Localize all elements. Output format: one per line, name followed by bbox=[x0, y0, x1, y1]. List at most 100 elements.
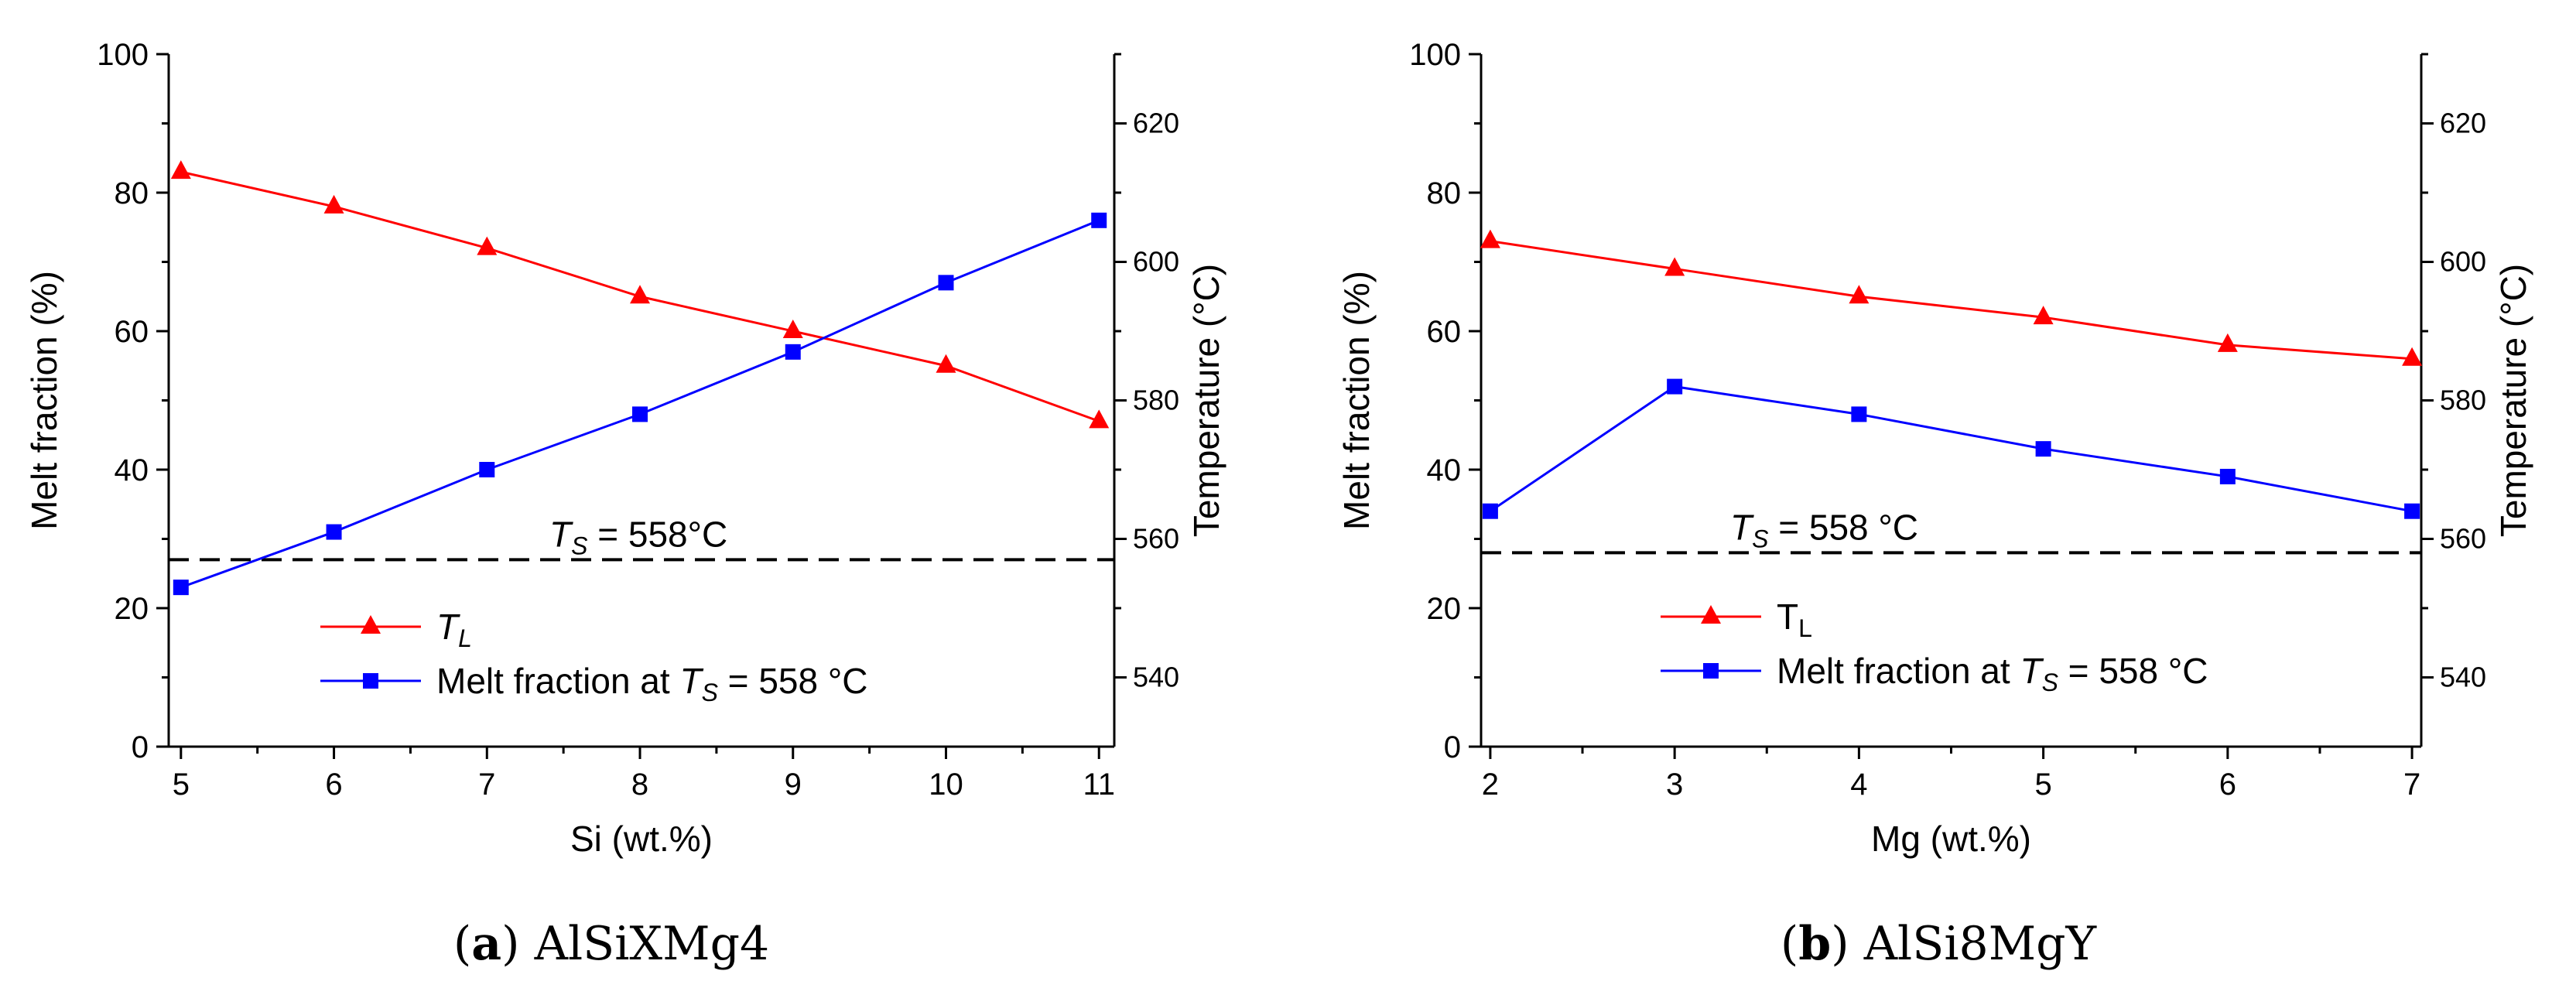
tl-point bbox=[630, 285, 651, 304]
chart-panel-b: 2 3 4 5 6 7 0 20 40 60 80 100 540 560 580 600 620 Mg (wt.… bbox=[1336, 38, 2533, 971]
y-left-tick-label: 20 bbox=[115, 592, 149, 626]
ts-annotation: TS = 558°C bbox=[549, 514, 727, 559]
caption-text: AlSi8MgY bbox=[1849, 917, 2098, 971]
y-left-tick-label: 20 bbox=[1427, 592, 1462, 626]
legend-melt-fraction-text: Melt fraction at TS = 558 °C bbox=[436, 661, 867, 706]
caption-paren-close: ) bbox=[501, 917, 519, 971]
melt-fraction-point bbox=[1667, 378, 1683, 395]
tl-point bbox=[477, 236, 498, 255]
tl-series-line bbox=[1490, 240, 2413, 361]
legend-tl-main: T bbox=[436, 607, 460, 647]
x-tick-label: 2 bbox=[1482, 768, 1499, 802]
legend-melt-sub: S bbox=[2042, 668, 2058, 696]
legend-text: TL bbox=[1777, 597, 1812, 642]
melt-fraction-point bbox=[1482, 503, 1498, 519]
melt-fraction-point bbox=[2404, 503, 2420, 519]
chart-panel-a: 5 6 7 8 9 10 11 0 20 40 60 80 100 540 560 580 600 620 Si (… bbox=[24, 38, 1226, 971]
y-right-tick-label: 600 bbox=[1133, 246, 1179, 278]
x-tick-label: 4 bbox=[1850, 768, 1867, 802]
legend-tl-main: T bbox=[1777, 597, 1798, 637]
tl-point bbox=[782, 320, 803, 338]
caption-paren-close: ) bbox=[1831, 917, 1849, 971]
melt-fraction-point bbox=[632, 406, 648, 422]
y-right-tick-label: 580 bbox=[1133, 385, 1179, 416]
annotation-rest: = 558 °C bbox=[1768, 507, 1918, 547]
melt-fraction-point bbox=[1091, 212, 1107, 228]
caption-letter: b bbox=[1798, 917, 1831, 971]
legend-melt-text: Melt fraction at bbox=[1777, 651, 2020, 691]
y-left-tick-label: 100 bbox=[97, 38, 149, 72]
x-tick-label: 11 bbox=[1083, 768, 1115, 802]
y-left-tick-label: 60 bbox=[115, 315, 149, 349]
panel-caption: (b) AlSi8MgY bbox=[1781, 917, 2098, 971]
y-left-tick-label: 40 bbox=[1427, 453, 1462, 487]
tl-point bbox=[1664, 257, 1685, 276]
x-tick-label: 9 bbox=[785, 768, 802, 802]
caption-letter: a bbox=[471, 917, 501, 971]
legend-marker-triangle bbox=[361, 615, 381, 634]
annotation-sub: S bbox=[1752, 525, 1768, 552]
panel-caption: (a) AlSiXMg4 bbox=[453, 917, 769, 971]
tl-point bbox=[1089, 409, 1110, 429]
ts-annotation: TS = 558 °C bbox=[1730, 507, 1918, 552]
legend-melt-fraction-text: Melt fraction at TS = 558 °C bbox=[1777, 651, 2208, 696]
melt-fraction-series-line bbox=[1490, 385, 2413, 513]
x-tick-label: 5 bbox=[173, 768, 190, 802]
legend-melt-text: Melt fraction at bbox=[436, 661, 679, 701]
melt-fraction-point bbox=[173, 580, 189, 596]
x-tick-label: 6 bbox=[2219, 768, 2236, 802]
y-right-tick-label: 560 bbox=[2440, 523, 2486, 555]
legend-melt-sub: S bbox=[702, 679, 718, 706]
y-right-axis-title: Temperature (°C) bbox=[2493, 264, 2533, 537]
annotation-main: T bbox=[1730, 507, 1754, 547]
x-tick-label: 8 bbox=[631, 768, 648, 802]
legend-tl-sub: L bbox=[458, 624, 472, 652]
y-left-tick-label: 80 bbox=[1427, 176, 1462, 210]
y-right-tick-label: 620 bbox=[1133, 108, 1179, 139]
legend-marker-square bbox=[1703, 663, 1719, 679]
legend-melt-suffix: = 558 °C bbox=[2058, 651, 2208, 691]
melt-fraction-point bbox=[2219, 468, 2236, 484]
legend-melt-suffix: = 558 °C bbox=[718, 661, 868, 701]
tl-point bbox=[2217, 333, 2238, 352]
y-right-axis-title: Temperature (°C) bbox=[1186, 264, 1226, 537]
caption-text: AlSiXMg4 bbox=[520, 917, 770, 971]
y-left-tick-label: 0 bbox=[1444, 730, 1461, 764]
legend-text: TL bbox=[436, 607, 472, 652]
x-axis-title: Si (wt.%) bbox=[570, 819, 713, 859]
annotation-sub: S bbox=[571, 532, 587, 559]
y-right-tick-label: 540 bbox=[1133, 662, 1179, 693]
legend-melt-t: T bbox=[679, 661, 703, 701]
y-right-tick-label: 580 bbox=[2440, 385, 2486, 416]
legend-marker-square bbox=[363, 673, 378, 689]
x-tick-label: 6 bbox=[325, 768, 342, 802]
tl-point bbox=[936, 354, 956, 373]
y-right-tick-label: 560 bbox=[1133, 523, 1179, 555]
y-left-tick-label: 100 bbox=[1409, 38, 1461, 72]
y-left-tick-label: 40 bbox=[115, 453, 149, 487]
x-tick-label: 5 bbox=[2034, 768, 2051, 802]
caption-paren-open: ( bbox=[453, 917, 471, 971]
melt-fraction-point bbox=[326, 524, 342, 540]
tl-point bbox=[2033, 306, 2054, 325]
y-right-tick-label: 620 bbox=[2440, 108, 2486, 139]
caption-paren-open: ( bbox=[1781, 917, 1798, 971]
legend-melt-t: T bbox=[2020, 651, 2044, 691]
tl-point bbox=[170, 160, 191, 180]
y-left-tick-label: 80 bbox=[115, 176, 149, 210]
melt-fraction-point bbox=[938, 275, 954, 291]
y-right-tick-label: 600 bbox=[2440, 246, 2486, 278]
melt-fraction-point bbox=[785, 344, 801, 360]
tl-point bbox=[1849, 285, 1870, 304]
melt-fraction-point bbox=[2035, 441, 2051, 457]
melt-fraction-point bbox=[479, 462, 495, 477]
annotation-rest: = 558°C bbox=[587, 514, 727, 554]
x-tick-label: 10 bbox=[929, 768, 963, 802]
annotation-main: T bbox=[549, 514, 573, 554]
x-tick-label: 3 bbox=[1666, 768, 1683, 802]
x-tick-label: 7 bbox=[478, 768, 495, 802]
melt-fraction-point bbox=[1851, 406, 1867, 422]
legend-tl-sub: L bbox=[1798, 614, 1812, 642]
tl-point bbox=[1480, 229, 1500, 248]
